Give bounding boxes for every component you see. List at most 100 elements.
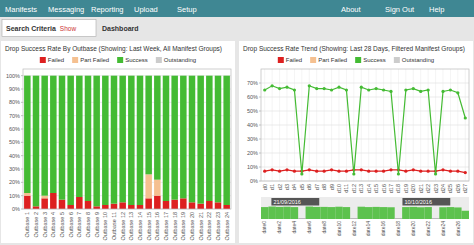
x-tick-label: d25 <box>447 184 453 193</box>
minimap-bar <box>410 207 417 219</box>
bar-segment <box>206 201 213 209</box>
x-tick-label: d14 <box>366 184 372 193</box>
y-tick-label: 90% <box>9 86 20 92</box>
minimap-bar <box>372 207 379 219</box>
x-tick-label: Outbase 18 <box>172 212 178 240</box>
legend-entry: Part Failed <box>80 57 109 63</box>
nav-item[interactable]: Messaging <box>48 5 84 14</box>
bar-segment <box>111 76 118 204</box>
x-tick-label: date12 <box>351 221 357 237</box>
bar-segment <box>93 206 100 209</box>
x-tick-label: Outbase 12 <box>120 212 126 240</box>
bar-segment <box>197 204 204 209</box>
bar-segment <box>154 76 161 180</box>
tab-title[interactable]: Search Criteria <box>6 25 56 32</box>
tab-box <box>2 20 96 37</box>
bar-segment <box>189 202 196 209</box>
y-tick-label: 0% <box>12 206 20 212</box>
y-tick-label: 100% <box>6 73 20 79</box>
nav-item[interactable]: Sign Out <box>385 5 415 14</box>
trend-point <box>315 87 318 90</box>
trend-point <box>308 84 311 87</box>
minimap-bar <box>261 207 268 219</box>
trend-point <box>345 170 348 173</box>
grid-line <box>261 83 469 84</box>
tab-title[interactable]: Dashboard <box>102 25 139 32</box>
nav-item[interactable]: Manifests <box>5 5 37 14</box>
bar-segment <box>76 197 83 209</box>
bar-segment <box>145 174 152 198</box>
y-tick-label: 70% <box>9 113 20 119</box>
trend-point <box>419 170 422 173</box>
bar-segment <box>24 196 31 209</box>
x-tick-label: Outbase 1 <box>24 212 30 237</box>
trend-point <box>300 172 303 175</box>
minimap-bar <box>462 211 469 219</box>
y-tick-label: 60% <box>247 94 258 100</box>
bar-segment <box>24 193 31 196</box>
trend-point <box>412 168 415 171</box>
trend-point <box>449 88 452 91</box>
trend-point <box>285 86 288 89</box>
bar-segment <box>102 76 109 205</box>
nav-item[interactable]: Upload <box>134 5 158 14</box>
bar-segment <box>33 76 40 207</box>
date-annotation: 10/10/2016 <box>404 199 432 205</box>
legend: FailedPart FailedSuccessOutstanding <box>40 57 196 63</box>
x-tick-label: Outbase 8 <box>85 212 91 237</box>
trend-point <box>263 88 266 91</box>
bar-segment <box>180 198 187 209</box>
x-tick-label: d13 <box>358 184 364 193</box>
trend-point <box>449 170 452 173</box>
x-tick-label: Outbase 2 <box>33 212 39 237</box>
trend-point <box>456 170 459 173</box>
bar-segment <box>180 76 187 199</box>
nav-item[interactable]: Setup <box>177 5 197 14</box>
minimap-bar <box>439 207 446 219</box>
x-tick-label: Outbase 6 <box>68 212 74 237</box>
panel <box>239 41 473 243</box>
bar-segment <box>50 76 57 193</box>
legend-swatch <box>394 57 400 63</box>
tab-link[interactable]: Show <box>60 25 77 32</box>
bar-segment <box>206 76 213 201</box>
trend-point <box>278 170 281 173</box>
x-tick-label: d17 <box>388 184 394 193</box>
trend-point <box>285 168 288 171</box>
x-tick-label: Outbase 17 <box>163 212 169 240</box>
x-tick-label: Outbase 23 <box>215 212 221 240</box>
bar-segment <box>76 76 83 197</box>
y-tick-label: 40% <box>247 122 258 128</box>
minimap-bar <box>350 218 357 219</box>
page-background <box>0 0 474 245</box>
x-tick-label: d9 <box>329 184 335 190</box>
nav-item[interactable]: Reporting <box>91 5 124 14</box>
bar-segment <box>67 76 74 205</box>
minimap-bar <box>313 207 320 219</box>
trend-point <box>441 90 444 93</box>
trend-point <box>367 88 370 91</box>
trend-point <box>464 171 467 174</box>
bar-segment <box>33 206 40 209</box>
bar-segment <box>215 202 222 209</box>
legend-swatch <box>156 57 162 63</box>
x-tick-label: d2 <box>277 184 283 190</box>
bar-segment <box>189 76 196 203</box>
x-tick-label: d16 <box>381 184 387 193</box>
y-tick-label: 10% <box>247 164 258 170</box>
plot-area <box>263 84 467 175</box>
minimap-bar <box>328 207 335 219</box>
trend-point <box>330 168 333 171</box>
nav-item[interactable]: About <box>341 5 362 14</box>
nav-item[interactable]: Help <box>429 5 444 14</box>
minimap-bar <box>283 207 290 219</box>
x-tick-label: d10 <box>336 184 342 193</box>
legend-swatch <box>40 57 46 63</box>
minimap-bar <box>387 207 394 219</box>
trend-point <box>382 170 385 173</box>
chart-title: Drop Success Rate Trend (Showing: Last 2… <box>243 45 465 53</box>
bar-segment <box>102 205 109 209</box>
trend-point <box>323 170 326 173</box>
bar-segment <box>154 196 161 209</box>
x-tick-label: date8 <box>321 221 327 234</box>
